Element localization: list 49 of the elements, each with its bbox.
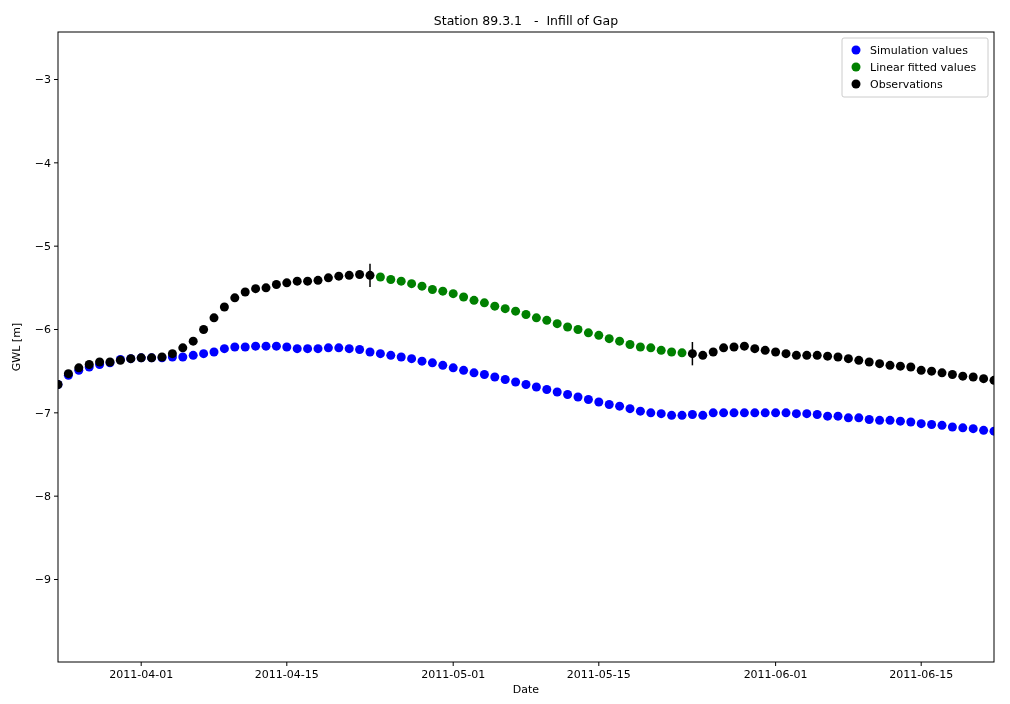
x-tick-label: 2011-06-15 bbox=[889, 668, 954, 681]
x-tick-label: 2011-04-01 bbox=[109, 668, 174, 681]
point bbox=[552, 319, 562, 329]
point bbox=[583, 328, 593, 338]
point bbox=[500, 304, 510, 314]
y-tick-label: −4 bbox=[34, 156, 51, 170]
point bbox=[375, 272, 385, 282]
y-tick-label: −7 bbox=[34, 406, 51, 420]
point bbox=[417, 281, 427, 291]
y-tick-label: −5 bbox=[34, 240, 51, 254]
point bbox=[469, 295, 479, 305]
point bbox=[490, 301, 500, 311]
y-tick-label: −8 bbox=[34, 490, 51, 504]
point bbox=[573, 325, 583, 334]
point bbox=[604, 334, 614, 344]
point bbox=[677, 348, 687, 358]
point bbox=[521, 310, 531, 319]
point bbox=[511, 306, 521, 316]
x-axis-title: Date bbox=[512, 683, 540, 696]
point bbox=[542, 315, 552, 325]
y-tick-label: −9 bbox=[34, 573, 51, 587]
point bbox=[396, 276, 406, 286]
point bbox=[563, 322, 573, 332]
point bbox=[438, 286, 448, 296]
legend-label: Simulation values bbox=[870, 43, 969, 57]
point bbox=[531, 313, 541, 323]
y-tick-label: −3 bbox=[34, 73, 51, 87]
point bbox=[656, 345, 666, 355]
x-tick-label: 2011-04-15 bbox=[254, 668, 319, 681]
point bbox=[615, 336, 625, 346]
point bbox=[479, 298, 489, 308]
x-tick-label: 2011-06-01 bbox=[743, 668, 808, 681]
point bbox=[407, 279, 417, 289]
point bbox=[448, 289, 458, 299]
point bbox=[459, 292, 469, 302]
point bbox=[386, 275, 396, 284]
y-tick-label: −6 bbox=[34, 323, 51, 337]
point bbox=[667, 347, 677, 357]
point bbox=[635, 342, 645, 352]
legend-label: Linear fitted values bbox=[870, 60, 977, 74]
y-axis-title: GWL [m] bbox=[10, 322, 23, 372]
legend-label: Observations bbox=[870, 77, 943, 91]
point bbox=[625, 340, 635, 349]
point bbox=[646, 343, 656, 353]
point bbox=[427, 285, 437, 294]
x-tick-label: 2011-05-15 bbox=[566, 668, 631, 681]
chart-title: Station 89.3.1 - Infill of Gap bbox=[433, 13, 619, 28]
point bbox=[594, 330, 604, 340]
x-tick-label: 2011-05-01 bbox=[421, 668, 486, 681]
